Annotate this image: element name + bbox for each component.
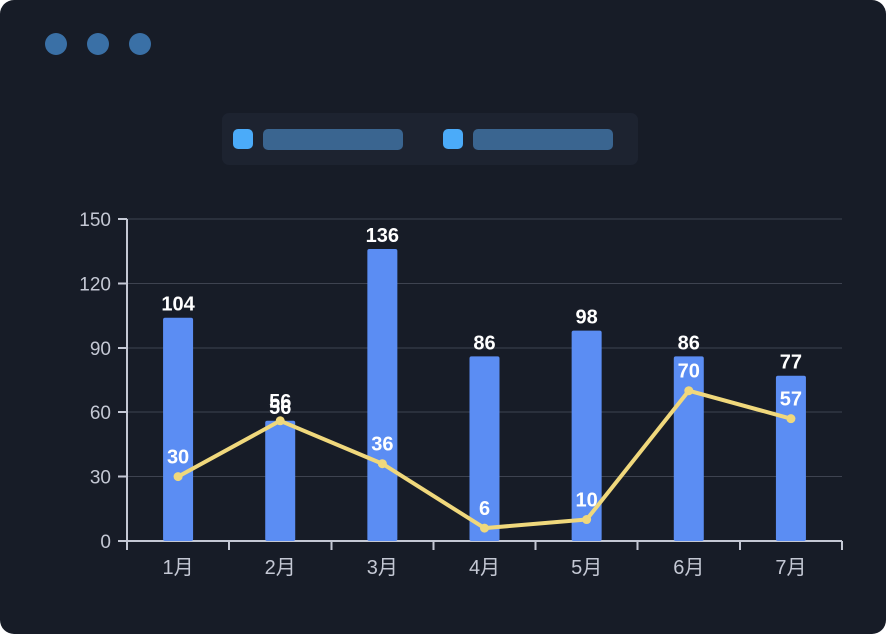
- line-value-label: 30: [167, 447, 189, 469]
- legend-label-placeholder: [263, 128, 403, 150]
- line-data-point[interactable]: [377, 459, 387, 469]
- window-dot[interactable]: [45, 33, 67, 55]
- window-dot[interactable]: [129, 33, 151, 55]
- line-value-label: 10: [576, 490, 598, 512]
- line-value-label: 57: [780, 389, 802, 411]
- x-axis-category-label: 7月: [775, 557, 806, 579]
- bar-value-label: 136: [366, 225, 399, 247]
- y-axis-tick-label: 0: [100, 532, 111, 553]
- line-value-label: 36: [371, 434, 393, 456]
- line-data-point[interactable]: [582, 515, 592, 525]
- bar-column[interactable]: [367, 249, 398, 541]
- y-axis-tick-label: 90: [90, 339, 111, 360]
- bar-value-label: 86: [678, 332, 700, 354]
- bar-value-label: 98: [576, 307, 598, 329]
- y-axis-tick-label: 60: [90, 403, 111, 424]
- bar-column[interactable]: [469, 356, 500, 541]
- line-data-point[interactable]: [173, 472, 183, 482]
- legend-item-bar-series[interactable]: [233, 128, 403, 150]
- line-data-point[interactable]: [684, 386, 694, 396]
- legend-swatch-icon: [443, 129, 463, 149]
- x-axis-category-label: 2月: [265, 557, 296, 579]
- y-axis-tick-label: 150: [79, 210, 111, 231]
- bar-value-label: 77: [780, 352, 802, 374]
- bar-value-label: 86: [473, 332, 495, 354]
- line-data-point[interactable]: [786, 414, 796, 424]
- window-dot[interactable]: [87, 33, 109, 55]
- y-axis-tick-label: 120: [79, 274, 111, 295]
- bar-column[interactable]: [673, 356, 704, 541]
- y-axis-tick-label: 30: [90, 468, 111, 489]
- legend-item-line-series[interactable]: [443, 128, 613, 150]
- window-titlebar: [45, 33, 151, 55]
- line-value-label: 70: [678, 361, 700, 383]
- chart-legend: [222, 113, 638, 165]
- line-value-label: 6: [479, 498, 490, 520]
- x-axis-category-label: 4月: [469, 557, 500, 579]
- line-data-point[interactable]: [275, 416, 285, 426]
- legend-swatch-icon: [233, 129, 253, 149]
- x-axis-category-label: 6月: [673, 557, 704, 579]
- bar-value-label: 56: [269, 397, 291, 419]
- bar-column[interactable]: [571, 330, 602, 541]
- x-axis-category-label: 3月: [367, 557, 398, 579]
- x-axis-category-label: 1月: [163, 557, 194, 579]
- bar-column[interactable]: [265, 420, 296, 541]
- x-axis-category-label: 5月: [571, 557, 602, 579]
- legend-label-placeholder: [473, 128, 613, 150]
- line-data-point[interactable]: [480, 523, 489, 533]
- bar-value-label: 104: [161, 294, 195, 316]
- line-value-label: 56: [269, 391, 291, 413]
- bar-column[interactable]: [163, 317, 194, 541]
